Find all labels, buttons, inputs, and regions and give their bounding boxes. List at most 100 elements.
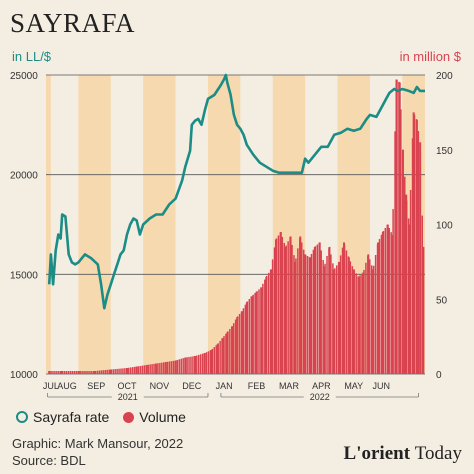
volume-bar xyxy=(186,357,188,374)
volume-bar xyxy=(248,299,251,374)
volume-bar xyxy=(320,250,322,374)
volume-bar xyxy=(252,294,254,374)
volume-bar xyxy=(120,368,122,374)
volume-bar xyxy=(345,250,348,374)
volume-bar xyxy=(98,370,101,374)
volume-bar xyxy=(380,234,383,374)
volume-bar xyxy=(174,360,177,374)
month-label: NOV xyxy=(150,381,170,391)
volume-bar xyxy=(188,356,190,374)
volume-bar xyxy=(161,362,163,374)
volume-bar xyxy=(184,357,187,374)
volume-bar xyxy=(347,257,350,374)
volume-bar xyxy=(362,272,365,374)
volume-bar xyxy=(339,255,342,374)
volume-bar xyxy=(238,314,241,374)
volume-bar xyxy=(50,371,52,374)
right-tick-label: 50 xyxy=(436,295,448,306)
month-label: SEP xyxy=(87,381,105,391)
volume-bar xyxy=(330,254,332,374)
month-band xyxy=(78,75,111,374)
volume-bar xyxy=(415,119,418,374)
right-axis-unit: in million $ xyxy=(399,49,461,64)
volume-bar xyxy=(310,253,313,374)
volume-bar xyxy=(225,333,227,374)
volume-bar xyxy=(168,361,171,374)
volume-bar xyxy=(341,247,344,374)
volume-bar xyxy=(281,236,284,374)
volume-bar xyxy=(149,364,151,374)
month-band xyxy=(46,75,51,374)
volume-bar xyxy=(355,273,357,374)
volume-bar xyxy=(271,259,274,374)
volume-bar xyxy=(411,138,414,374)
volume-bar xyxy=(210,350,213,374)
volume-bar xyxy=(219,340,221,374)
volume-bar xyxy=(100,370,103,374)
volume-bar xyxy=(215,345,217,374)
volume-bar xyxy=(67,371,70,374)
volume-bar xyxy=(108,369,111,374)
volume-bar xyxy=(294,261,297,374)
volume-bar xyxy=(205,352,208,374)
rate-series-line xyxy=(47,73,425,310)
month-label: MAR xyxy=(279,381,300,391)
volume-bar xyxy=(176,359,179,374)
volume-bar xyxy=(328,246,331,374)
volume-bar xyxy=(234,319,237,374)
volume-bar xyxy=(170,361,173,374)
volume-bar xyxy=(254,292,256,374)
volume-bar xyxy=(293,255,295,374)
volume-bar xyxy=(291,244,293,374)
volume-bar xyxy=(391,234,394,374)
volume-bar xyxy=(370,265,373,374)
volume-bar xyxy=(351,266,354,374)
volume-bar xyxy=(372,269,375,374)
volume-bar xyxy=(102,370,105,374)
month-label: JAN xyxy=(216,381,233,391)
volume-bar xyxy=(81,371,83,374)
volume-bar xyxy=(365,262,367,374)
volume-bar xyxy=(178,359,181,374)
volume-bar xyxy=(83,371,85,374)
volume-bar xyxy=(231,326,234,374)
volume-bar xyxy=(77,371,80,374)
volume-legend-marker xyxy=(123,411,135,423)
volume-bar xyxy=(404,176,406,374)
volume-bar xyxy=(262,283,264,374)
volume-bar xyxy=(114,369,116,374)
volume-bar xyxy=(109,369,112,374)
volume-bar xyxy=(197,354,200,374)
volume-bar xyxy=(287,241,289,374)
volume-bar xyxy=(394,131,396,374)
volume-bar xyxy=(357,276,360,374)
volume-bar xyxy=(274,239,277,374)
volume-bar xyxy=(199,354,202,374)
rate-legend-label: Sayrafa rate xyxy=(33,409,110,425)
source-credit: Source: BDL xyxy=(12,453,86,468)
volume-bar xyxy=(192,356,194,374)
volume-bar xyxy=(91,371,93,374)
volume-bar xyxy=(172,360,175,374)
volume-bar xyxy=(422,246,425,374)
volume-bar xyxy=(284,246,287,374)
volume-bar xyxy=(166,361,169,374)
volume-bar xyxy=(322,259,324,374)
month-label: MAY xyxy=(344,381,363,391)
volume-bar xyxy=(289,236,292,374)
graphic-credit: Graphic: Mark Mansour, 2022 xyxy=(12,436,184,451)
volume-bar xyxy=(299,236,302,374)
year-label: 2021 xyxy=(118,392,138,402)
month-label: DEC xyxy=(182,381,202,391)
volume-bar xyxy=(267,272,270,374)
volume-bar xyxy=(255,291,258,374)
volume-bar xyxy=(318,242,321,374)
volume-bar xyxy=(421,215,424,374)
volume-bar xyxy=(163,362,165,374)
rate-line xyxy=(47,73,425,310)
left-tick-label: 10000 xyxy=(10,370,38,381)
volume-bars xyxy=(48,79,425,375)
volume-bar xyxy=(359,275,361,374)
